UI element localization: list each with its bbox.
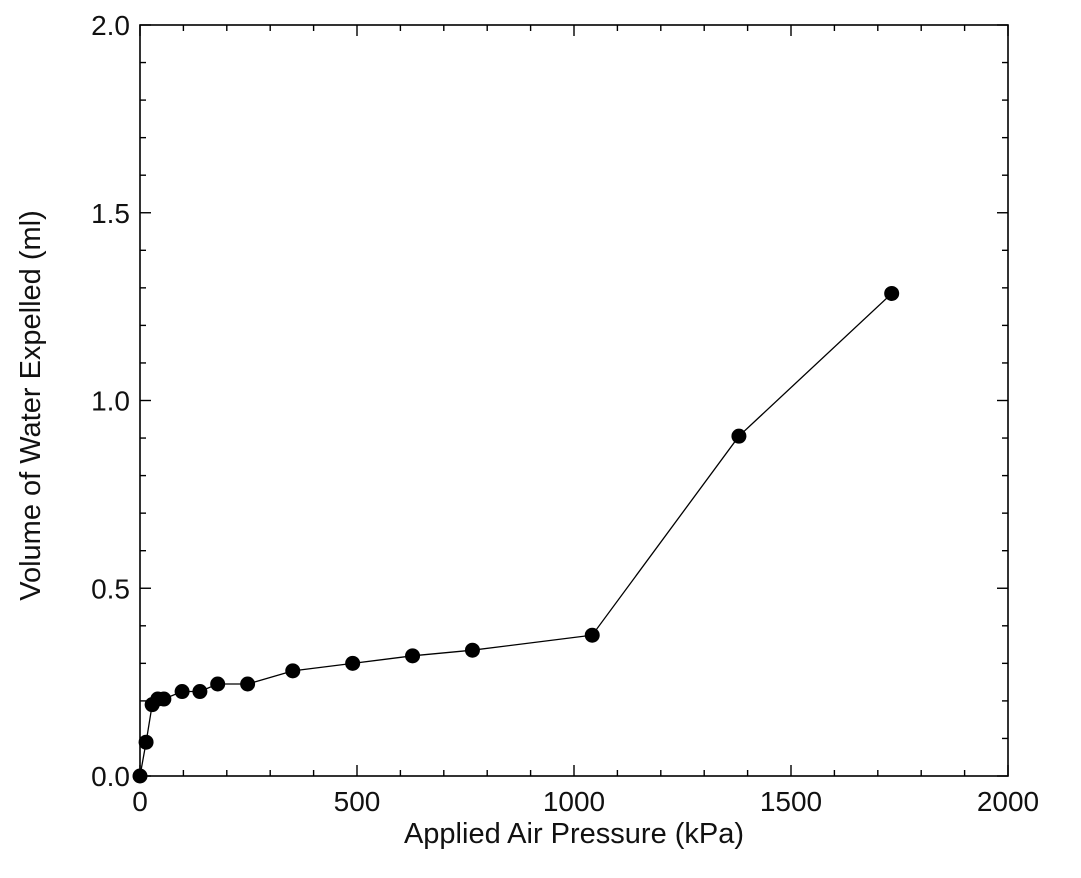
series-layer (132, 285, 900, 784)
major-ticks (139, 24, 1009, 777)
data-point (884, 285, 900, 301)
x-tick-label: 0 (132, 786, 148, 817)
minor-ticks (140, 25, 1008, 776)
data-point (584, 627, 600, 643)
y-tick-label: 1.0 (91, 386, 130, 417)
x-axis-label: Applied Air Pressure (kPa) (404, 818, 744, 850)
y-tick-label: 0.5 (91, 573, 130, 604)
data-point (464, 642, 480, 658)
data-point (132, 768, 148, 784)
x-tick-label: 1000 (543, 786, 605, 817)
y-axis-label: Volume of Water Expelled (ml) (15, 210, 47, 601)
y-tick-label: 2.0 (91, 10, 130, 41)
x-tick-label: 2000 (977, 786, 1039, 817)
plot-frame (139, 24, 1009, 777)
series-line (139, 293, 893, 777)
data-point (345, 655, 361, 671)
data-point (405, 648, 421, 664)
y-tick-label: 0.0 (91, 761, 130, 792)
data-point (156, 691, 172, 707)
data-point (731, 428, 747, 444)
x-tick-labels: 0 500 1000 1500 2000 (132, 786, 1039, 817)
data-point (192, 684, 208, 700)
data-point (174, 684, 190, 700)
data-point (210, 676, 226, 692)
data-point (240, 676, 256, 692)
x-tick-label: 1500 (760, 786, 822, 817)
x-tick-label: 500 (334, 786, 381, 817)
y-tick-labels: 0.0 0.5 1.0 1.5 2.0 (91, 10, 130, 792)
data-point (138, 734, 154, 750)
y-tick-label: 1.5 (91, 198, 130, 229)
data-point (285, 663, 301, 679)
